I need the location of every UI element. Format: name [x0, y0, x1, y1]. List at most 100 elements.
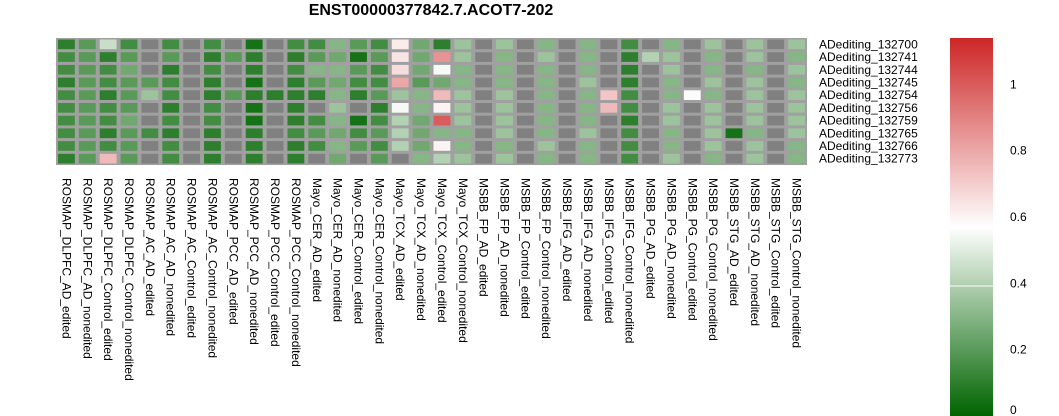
heatmap-cell — [704, 90, 722, 100]
heatmap-cell — [120, 115, 138, 126]
color-legend-bar — [950, 38, 993, 416]
column-label: ROSMAP_PCC_AD_edited — [226, 178, 240, 325]
heatmap-cell — [308, 77, 326, 88]
heatmap-cell — [642, 103, 659, 113]
heatmap-cell — [454, 128, 472, 139]
heatmap-cell — [412, 52, 430, 62]
heatmap-cell — [308, 141, 326, 151]
heatmap-cell — [767, 153, 785, 164]
heatmap-cell — [475, 77, 493, 88]
heatmap-cell — [621, 103, 639, 113]
heatmap-cell — [558, 64, 576, 75]
heatmap-cell — [475, 52, 493, 62]
heatmap-cell — [454, 52, 472, 62]
heatmap-cell — [788, 90, 805, 100]
heatmap-cell — [391, 52, 409, 62]
heatmap-cell — [725, 153, 743, 164]
heatmap-cell — [183, 90, 201, 100]
heatmap-cell — [162, 103, 180, 113]
heatmap-cell — [266, 115, 284, 126]
column-label: MSBB_FP_AD_nonedited — [498, 178, 512, 317]
column-label: MSBB_PG_Control_edited — [685, 178, 699, 321]
heatmap-cell — [350, 103, 367, 113]
heatmap-cell — [224, 77, 242, 88]
heatmap-cell — [537, 115, 555, 126]
heatmap-cell — [767, 128, 785, 139]
heatmap-cell — [162, 90, 180, 100]
heatmap-cell — [350, 52, 367, 62]
heatmap-cell — [391, 39, 409, 50]
heatmap-cell — [683, 153, 701, 164]
heatmap-cell — [725, 141, 743, 151]
heatmap-cell — [600, 128, 618, 139]
heatmap-cell — [412, 128, 430, 139]
heatmap-cell — [767, 90, 785, 100]
heatmap-cell — [600, 64, 618, 75]
heatmap-cell — [746, 64, 764, 75]
heatmap-cell — [391, 128, 409, 139]
heatmap-cell — [58, 141, 75, 151]
heatmap-cell — [662, 128, 680, 139]
column-label: ROSMAP_PCC_Control_edited — [268, 178, 282, 347]
heatmap-cell — [266, 141, 284, 151]
heatmap-cell — [204, 141, 221, 151]
heatmap-cell — [370, 115, 388, 126]
heatmap-cell — [704, 115, 722, 126]
column-label: ROSMAP_AC_Control_nonedited — [205, 178, 219, 358]
heatmap-cell — [642, 90, 659, 100]
heatmap-cell — [183, 52, 201, 62]
heatmap-cell — [704, 52, 722, 62]
column-label: Mayo_CER_AD_nonedited — [331, 178, 345, 322]
row-label: ADediting_132773 — [819, 152, 918, 166]
heatmap-cell — [287, 52, 305, 62]
heatmap-cell — [245, 52, 263, 62]
heatmap-cell — [224, 141, 242, 151]
column-label: MSBB_IFG_Control_nonedited — [623, 178, 637, 343]
column-label: MSBB_PG_Control_nonedited — [706, 178, 720, 341]
heatmap-background — [56, 38, 807, 165]
heatmap-cell — [454, 103, 472, 113]
heatmap-cell — [162, 52, 180, 62]
heatmap-cell — [204, 115, 221, 126]
column-label: Mayo_TCX_AD_edited — [393, 178, 407, 301]
heatmap-cell — [183, 77, 201, 88]
heatmap-cell — [683, 115, 701, 126]
heatmap-cell — [516, 39, 534, 50]
heatmap-cell — [99, 128, 117, 139]
heatmap-cell — [683, 77, 701, 88]
heatmap-cell — [224, 52, 242, 62]
heatmap-cell — [454, 77, 472, 88]
legend-tick-label: 0.4 — [1010, 276, 1027, 290]
heatmap-cell — [662, 52, 680, 62]
heatmap-cell — [141, 39, 159, 50]
heatmap-cell — [725, 52, 743, 62]
heatmap-cell — [516, 115, 534, 126]
heatmap-cell — [287, 77, 305, 88]
heatmap-cell — [350, 39, 367, 50]
heatmap-cell — [475, 103, 493, 113]
heatmap-cell — [287, 103, 305, 113]
heatmap-cell — [204, 128, 221, 139]
heatmap-cell — [621, 141, 639, 151]
heatmap-cell — [558, 52, 576, 62]
heatmap-cell — [642, 153, 659, 164]
heatmap-cell — [516, 128, 534, 139]
column-label: MSBB_FP_Control_nonedited — [539, 178, 553, 339]
heatmap-cell — [120, 52, 138, 62]
heatmap-cell — [141, 90, 159, 100]
heatmap-cell — [391, 90, 409, 100]
heatmap-cell — [621, 153, 639, 164]
heatmap-cell — [266, 64, 284, 75]
heatmap-cell — [370, 64, 388, 75]
heatmap-cell — [204, 64, 221, 75]
column-label: Mayo_CER_Control_edited — [351, 178, 365, 324]
heatmap-cell — [788, 64, 805, 75]
heatmap-cell — [99, 141, 117, 151]
heatmap-cell — [141, 52, 159, 62]
heatmap-cell — [162, 77, 180, 88]
row-label: ADediting_132745 — [819, 75, 918, 89]
heatmap-cell — [433, 141, 451, 151]
heatmap-cell — [537, 153, 555, 164]
column-label: Mayo_CER_Control_nonedited — [372, 178, 386, 344]
heatmap-cell — [725, 39, 743, 50]
